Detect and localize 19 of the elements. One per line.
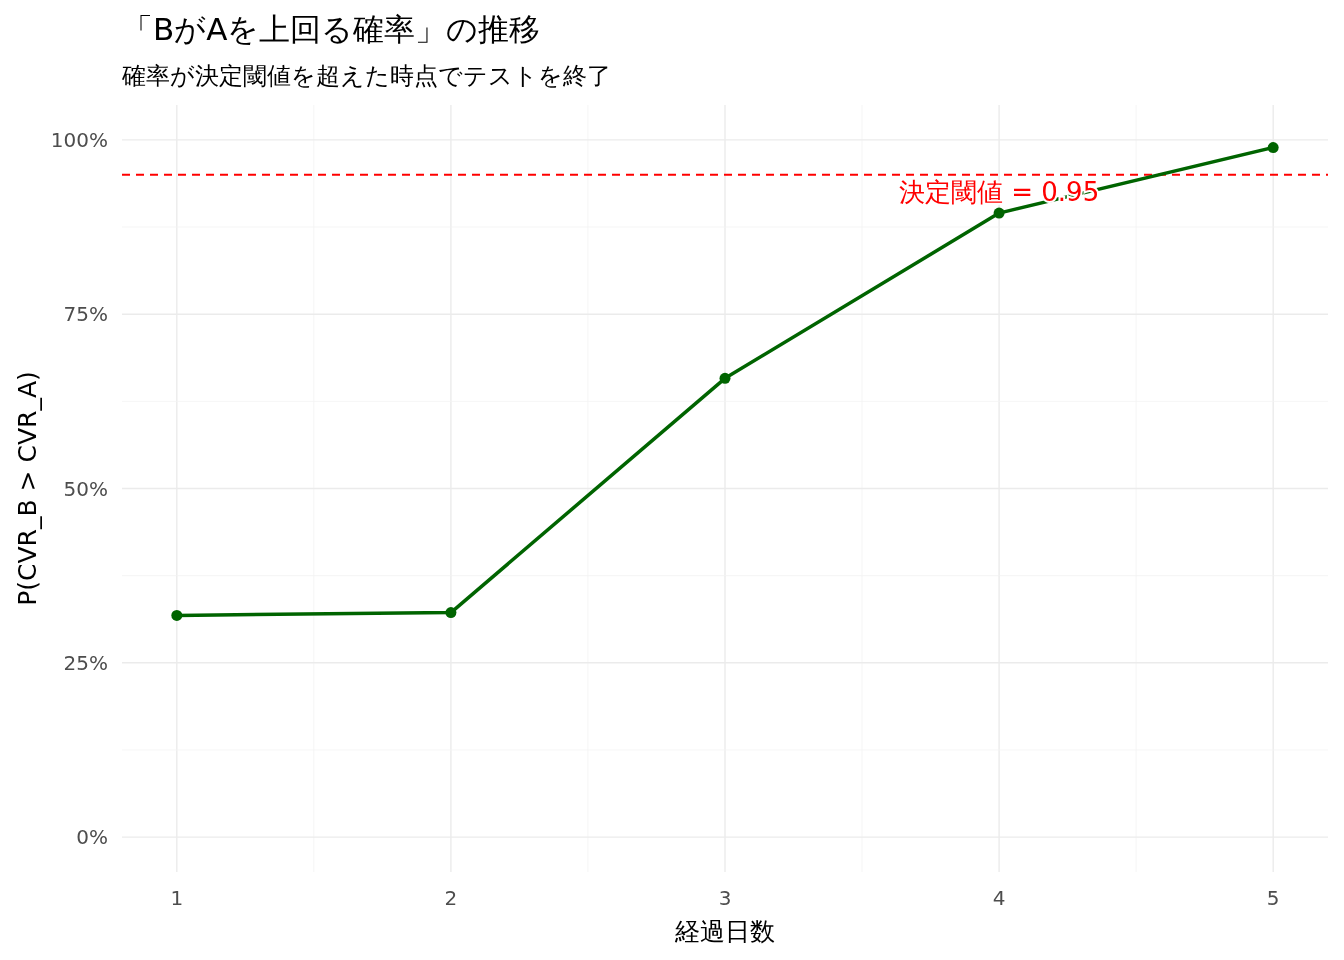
point — [719, 372, 731, 384]
point — [993, 207, 1005, 219]
point — [445, 607, 457, 619]
x-tick-label: 2 — [444, 886, 458, 910]
y-tick-label: 100% — [50, 127, 108, 152]
y-tick-label: 75% — [63, 302, 108, 327]
y-tick-label: 0% — [76, 825, 108, 850]
x-axis-title: 経過日数 — [674, 917, 775, 946]
x-tick-label: 5 — [1266, 886, 1280, 910]
x-tick-label: 3 — [718, 886, 732, 910]
x-tick-label: 4 — [992, 886, 1006, 910]
y-tick-label: 50% — [63, 476, 108, 501]
y-axis-title: P(CVR_B > CVR_A) — [13, 371, 42, 606]
x-tick-label: 1 — [170, 886, 184, 910]
point — [171, 609, 183, 621]
chart-subtitle: 確率が決定閾値を超えた時点でテストを終了 — [121, 62, 611, 90]
chart-title: 「BがAを上回る確率」の推移 — [122, 11, 541, 47]
point — [1267, 142, 1279, 154]
y-tick-label: 25% — [63, 650, 108, 675]
